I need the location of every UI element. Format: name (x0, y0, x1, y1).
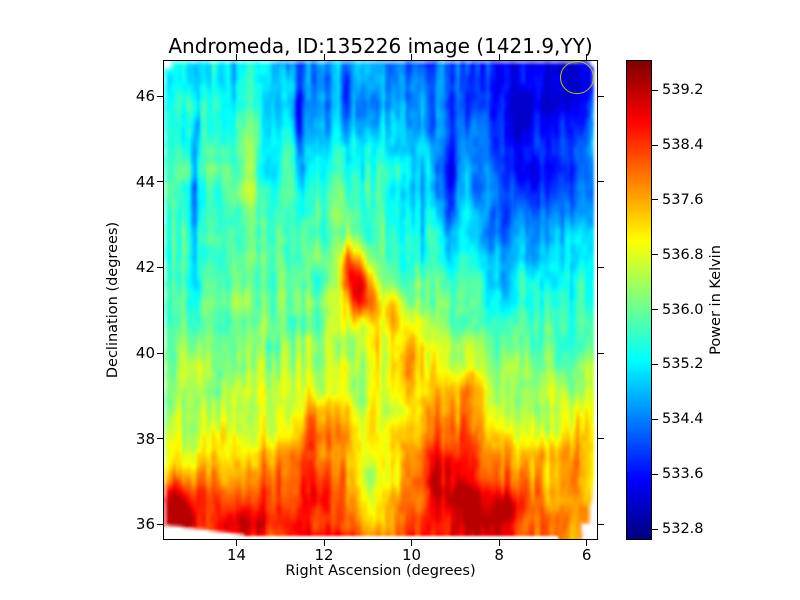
y-tick-right (598, 266, 604, 268)
x-tick (586, 540, 588, 546)
x-tick-top (586, 54, 588, 60)
colorbar-label: Power in Kelvin (708, 245, 724, 355)
x-tick-label: 8 (494, 546, 504, 564)
colorbar-tick (652, 363, 658, 365)
y-axis-label: Declination (degrees) (105, 221, 121, 379)
colorbar-tick-label: 533.6 (662, 466, 704, 483)
x-tick-top (411, 54, 413, 60)
y-tick (157, 266, 163, 268)
x-tick-top (323, 54, 325, 60)
y-tick (157, 181, 163, 183)
colorbar-tick (652, 199, 658, 201)
y-tick-label: 40 (135, 344, 155, 363)
x-tick (411, 540, 413, 546)
y-tick-label: 44 (135, 172, 155, 191)
y-tick-label: 36 (135, 515, 155, 534)
y-tick (157, 523, 163, 525)
colorbar-tick (652, 254, 658, 256)
colorbar-tick (652, 473, 658, 475)
colorbar-tick-label: 532.8 (662, 521, 704, 538)
y-tick-right (598, 438, 604, 440)
colorbar-tick (652, 418, 658, 420)
colorbar (626, 60, 652, 540)
heatmap-image (164, 61, 597, 539)
plot-area (163, 60, 598, 540)
colorbar-tick-label: 536.0 (662, 301, 704, 318)
colorbar-tick (652, 144, 658, 146)
colorbar-tick-label: 537.6 (662, 191, 704, 208)
y-tick-right (598, 352, 604, 354)
x-tick-top (236, 54, 238, 60)
x-axis-label: Right Ascension (degrees) (285, 563, 476, 579)
plot-title: Andromeda, ID:135226 image (1421.9,YY) (168, 34, 593, 58)
y-tick-right (598, 523, 604, 525)
y-tick (157, 95, 163, 97)
x-tick-label: 12 (314, 546, 334, 564)
x-tick (498, 540, 500, 546)
y-tick-right (598, 95, 604, 97)
colorbar-gradient (627, 61, 651, 539)
y-tick (157, 438, 163, 440)
colorbar-tick-label: 535.2 (662, 356, 704, 373)
y-tick-right (598, 181, 604, 183)
colorbar-tick-label: 534.4 (662, 411, 704, 428)
annotation-circle (560, 60, 594, 95)
x-tick-top (498, 54, 500, 60)
colorbar-tick-label: 536.8 (662, 246, 704, 263)
colorbar-tick (652, 89, 658, 91)
colorbar-tick-label: 539.2 (662, 82, 704, 99)
y-tick-label: 42 (135, 258, 155, 277)
y-tick (157, 352, 163, 354)
y-tick-label: 46 (135, 87, 155, 106)
x-tick (236, 540, 238, 546)
colorbar-tick-label: 538.4 (662, 137, 704, 154)
x-tick-label: 14 (226, 546, 247, 564)
colorbar-tick (652, 309, 658, 311)
y-tick-label: 38 (135, 429, 155, 448)
colorbar-tick (652, 528, 658, 530)
x-tick-label: 6 (581, 546, 592, 564)
x-tick-label: 10 (402, 546, 422, 564)
x-tick (323, 540, 325, 546)
